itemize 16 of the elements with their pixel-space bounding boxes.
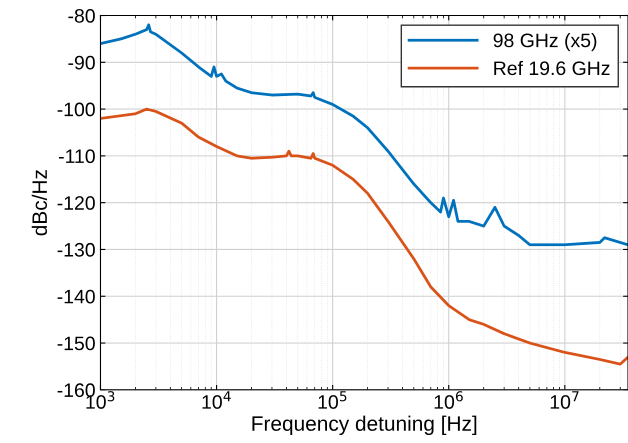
x-tick-label: 10$^{6}$ <box>434 391 463 409</box>
y-tick-label: -100 <box>58 102 95 116</box>
y-tick-label: -120 <box>58 196 95 210</box>
x-tick-label: 10$^{7}$ <box>550 391 579 409</box>
y-tick-label: -150 <box>58 336 95 350</box>
x-tick-label: 10$^{5}$ <box>318 391 346 409</box>
x-axis-title: Frequency detuning [Hz] <box>252 416 476 436</box>
y-tick-label: -140 <box>58 290 95 304</box>
y-tick-label: -80 <box>68 8 95 23</box>
legend-label: 98 GHz (x5) <box>494 33 596 52</box>
y-axis-title: dBc/Hz <box>32 170 48 236</box>
y-tick-label: -90 <box>68 56 95 70</box>
y-tick-label: -110 <box>59 149 95 164</box>
y-tick-label: -130 <box>58 242 95 257</box>
legend-label: Ref 19.6 GHz <box>494 60 610 76</box>
x-tick-label: 10$^{4}$ <box>202 391 231 409</box>
